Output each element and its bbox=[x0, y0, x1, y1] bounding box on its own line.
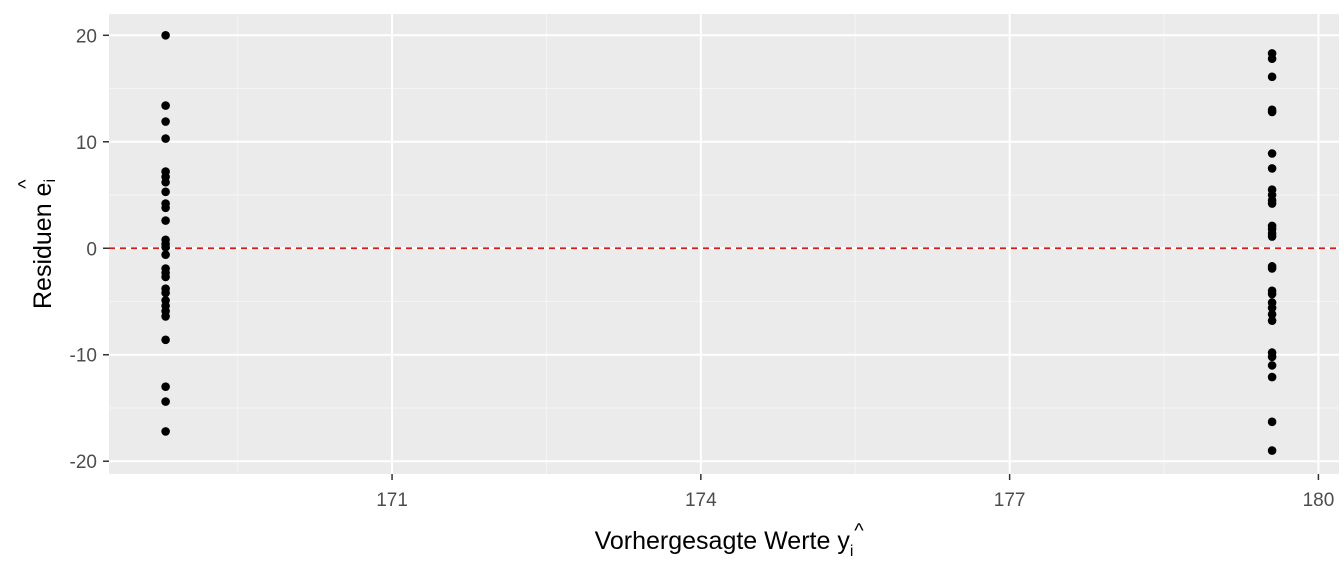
data-point bbox=[1267, 316, 1277, 325]
y-tick-label: -10 bbox=[70, 346, 97, 367]
data-point bbox=[1267, 54, 1277, 64]
data-point bbox=[161, 272, 170, 282]
x-axis-title-text: Vorhergesagte Werte bbox=[595, 527, 838, 555]
data-point bbox=[1267, 199, 1277, 208]
x-axis-title-subscript: i bbox=[850, 543, 854, 560]
data-point bbox=[1267, 107, 1277, 117]
y-tick-label: 20 bbox=[76, 26, 97, 47]
data-point bbox=[1267, 372, 1277, 382]
data-point bbox=[1267, 232, 1277, 241]
data-point bbox=[161, 187, 170, 197]
data-point bbox=[1267, 309, 1277, 319]
y-axis-title-subscript: i bbox=[42, 179, 59, 183]
y-axis-title-text: Residuen bbox=[29, 196, 57, 309]
data-point bbox=[161, 288, 170, 298]
plot-panel bbox=[109, 14, 1339, 474]
x-tick-label: 180 bbox=[1303, 490, 1335, 511]
data-point bbox=[161, 101, 170, 110]
x-tick-label: 177 bbox=[994, 490, 1026, 511]
data-point bbox=[161, 30, 170, 40]
y-tick-label: 10 bbox=[76, 133, 97, 154]
y-tick-label: 0 bbox=[86, 239, 97, 260]
data-point bbox=[1267, 446, 1277, 455]
data-points bbox=[161, 30, 1277, 455]
x-tick-label: 174 bbox=[685, 490, 717, 511]
data-point bbox=[161, 397, 170, 406]
y-axis: -20 -10 0 10 20 bbox=[70, 26, 109, 473]
x-axis-title-accent: ^ bbox=[854, 520, 864, 542]
data-point bbox=[1267, 361, 1277, 370]
y-axis-title-group: Residuen ei ^ bbox=[15, 179, 59, 309]
data-point bbox=[161, 382, 170, 391]
data-point bbox=[161, 134, 170, 143]
data-point bbox=[1267, 352, 1277, 362]
x-tick-label: 171 bbox=[376, 490, 408, 511]
data-point bbox=[1267, 72, 1277, 82]
data-point bbox=[161, 177, 170, 187]
data-point bbox=[161, 250, 170, 259]
x-axis-title: Vorhergesagte Werte yi bbox=[595, 527, 854, 560]
y-axis-title-symbol: e bbox=[29, 183, 57, 197]
y-tick-label: -20 bbox=[70, 452, 97, 473]
x-axis: 171 174 177 180 bbox=[376, 474, 1334, 511]
data-point bbox=[161, 117, 170, 126]
data-point bbox=[1267, 164, 1277, 173]
data-point bbox=[161, 312, 170, 321]
y-axis-title: Residuen ei bbox=[29, 179, 60, 309]
data-point bbox=[1267, 303, 1277, 313]
y-axis-title-accent: ^ bbox=[15, 179, 37, 189]
x-axis-title-symbol: y bbox=[837, 527, 850, 555]
data-point bbox=[1267, 149, 1277, 158]
data-point bbox=[161, 216, 170, 225]
data-point bbox=[161, 242, 170, 252]
data-point bbox=[161, 203, 170, 213]
data-point bbox=[161, 427, 170, 436]
data-point bbox=[1267, 417, 1277, 427]
data-point bbox=[1267, 289, 1277, 299]
data-point bbox=[1267, 264, 1277, 273]
data-point bbox=[161, 335, 170, 345]
minor-gridlines bbox=[109, 14, 1339, 474]
